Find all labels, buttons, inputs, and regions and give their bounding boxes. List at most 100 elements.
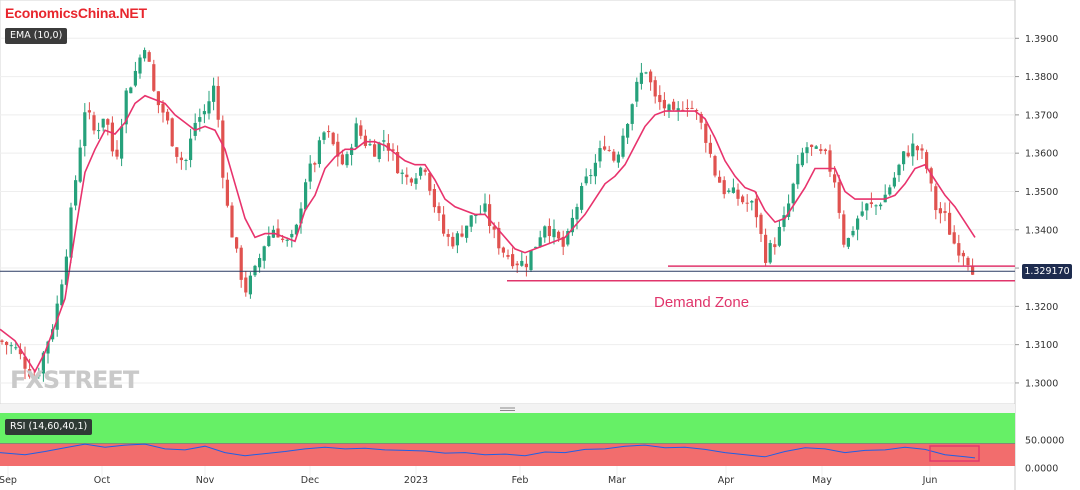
candle-body	[515, 263, 519, 266]
candle-body	[92, 115, 96, 131]
candle-body	[221, 120, 225, 178]
candle-body	[313, 163, 317, 165]
candle-body	[851, 230, 855, 236]
candle-body	[120, 126, 124, 159]
y-tick-label: 1.3500	[1025, 187, 1058, 198]
candlestick-series	[0, 47, 975, 383]
y-tick-label: 1.3700	[1025, 110, 1058, 121]
candle-body	[547, 225, 551, 237]
candle-body	[129, 87, 133, 94]
candle-body	[101, 118, 105, 128]
candle-body	[906, 152, 910, 157]
candle-body	[46, 341, 50, 354]
current-price-tag: 1.329170	[1022, 264, 1072, 279]
candle-body	[649, 71, 653, 83]
candle-body	[745, 202, 749, 204]
candle-body	[543, 226, 547, 238]
candle-body	[304, 182, 308, 210]
x-tick-label: Sep	[0, 475, 17, 486]
candle-body	[897, 164, 901, 176]
candle-body	[212, 85, 216, 102]
candle-body	[336, 141, 340, 157]
candle-body	[18, 349, 22, 355]
candle-body	[529, 250, 533, 270]
x-tick-label: Nov	[196, 475, 215, 486]
candle-body	[138, 57, 142, 74]
candle-body	[244, 277, 248, 293]
candle-body	[446, 234, 450, 237]
candle-body	[782, 215, 786, 227]
candle-body	[929, 168, 933, 184]
candle-body	[948, 212, 952, 235]
candle-body	[41, 352, 45, 374]
candle-body	[860, 211, 864, 216]
candle-body	[699, 114, 703, 123]
candle-body	[83, 112, 87, 147]
candle-body	[497, 227, 501, 249]
candle-body	[110, 122, 114, 152]
candle-body	[465, 225, 469, 238]
candle-body	[345, 154, 349, 166]
candle-body	[262, 246, 266, 261]
candle-body	[814, 146, 818, 149]
candle-body	[626, 123, 630, 138]
ema-indicator-label[interactable]: EMA (10,0)	[5, 28, 68, 44]
candle-body	[943, 211, 947, 213]
candle-body	[133, 70, 137, 86]
demand-zone-label: Demand Zone	[654, 294, 750, 311]
price-panel	[0, 0, 1016, 405]
candle-body	[143, 50, 147, 59]
ema-line	[0, 94, 976, 374]
candle-body	[189, 138, 193, 161]
candle-body	[225, 179, 229, 206]
y-tick-label: 1.3400	[1025, 225, 1058, 236]
candle-body	[589, 175, 593, 177]
candle-body	[658, 95, 662, 103]
candle-body	[879, 204, 883, 207]
candle-body	[156, 91, 160, 106]
candle-body	[235, 237, 239, 249]
candle-body	[248, 275, 252, 295]
candle-body	[911, 143, 915, 157]
candle-body	[469, 215, 473, 227]
candle-body	[276, 228, 280, 238]
candle-body	[888, 187, 892, 195]
candle-body	[892, 177, 896, 187]
rsi-highlight-box	[929, 445, 980, 462]
candle-body	[207, 101, 211, 114]
candle-body	[736, 189, 740, 199]
candle-body	[653, 80, 657, 97]
candle-body	[966, 257, 970, 266]
candle-body	[616, 154, 620, 163]
candle-body	[32, 376, 36, 380]
candle-body	[368, 144, 372, 146]
candle-body	[722, 180, 726, 195]
candle-body	[621, 135, 625, 157]
candle-body	[423, 169, 427, 172]
rsi-indicator-label[interactable]: RSI (14,60,40,1)	[5, 419, 93, 435]
candle-body	[662, 99, 666, 109]
candle-body	[152, 64, 156, 91]
candle-body	[308, 163, 312, 182]
candle-body	[179, 157, 183, 161]
candle-body	[741, 196, 745, 203]
candle-body	[317, 140, 321, 165]
rsi-tick-label: 0.0000	[1025, 464, 1058, 475]
candle-body	[299, 208, 303, 224]
candle-body	[51, 329, 55, 340]
rsi-tick-label: 50.0000	[1025, 436, 1064, 447]
candle-body	[773, 244, 777, 248]
y-tick-label: 1.3600	[1025, 149, 1058, 160]
y-tick-label: 1.3100	[1025, 340, 1058, 351]
candle-body	[570, 217, 574, 233]
candle-body	[787, 203, 791, 217]
candle-body	[391, 149, 395, 151]
candle-body	[819, 149, 823, 151]
candle-body	[938, 208, 942, 214]
x-tick-label: 2023	[404, 475, 428, 486]
candle-body	[718, 176, 722, 183]
candle-body	[731, 187, 735, 193]
candle-body	[281, 238, 285, 240]
candle-body	[488, 204, 492, 226]
